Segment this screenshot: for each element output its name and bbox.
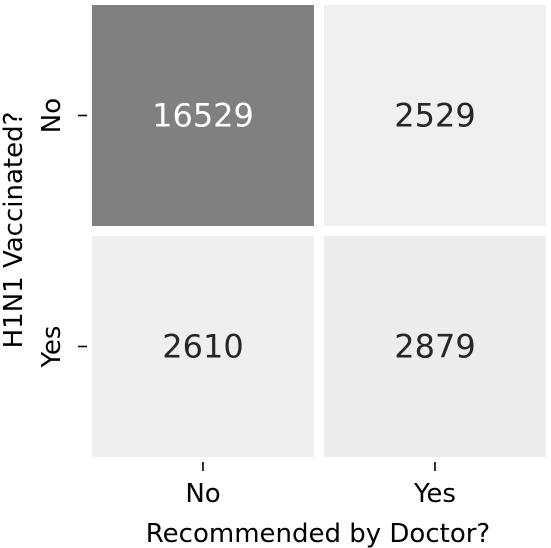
cell-value-label: 2879 (394, 328, 475, 366)
x-axis: No Yes (185, 462, 456, 509)
cell-annotations: 16529 2529 2610 2879 (152, 97, 476, 366)
x-tick-label: Yes (413, 479, 456, 509)
y-axis-title: H1N1 Vaccinated? (0, 112, 29, 349)
x-axis-title: Recommended by Doctor? (146, 519, 490, 548)
heatmap-cell-no-yes (324, 5, 546, 226)
y-tick-label: Yes (37, 326, 67, 369)
heatmap-cell-yes-no (92, 236, 314, 457)
cell-value-label: 2610 (162, 328, 243, 366)
cell-value-label: 2529 (394, 97, 475, 135)
y-tick-label: No (37, 98, 67, 133)
heatmap-cells (92, 5, 546, 457)
y-axis: No Yes (37, 98, 87, 369)
heatmap-cell-no-no (92, 5, 314, 226)
cell-value-label: 16529 (152, 97, 254, 135)
heatmap-cell-yes-yes (324, 236, 546, 457)
x-tick-label: No (185, 479, 220, 509)
